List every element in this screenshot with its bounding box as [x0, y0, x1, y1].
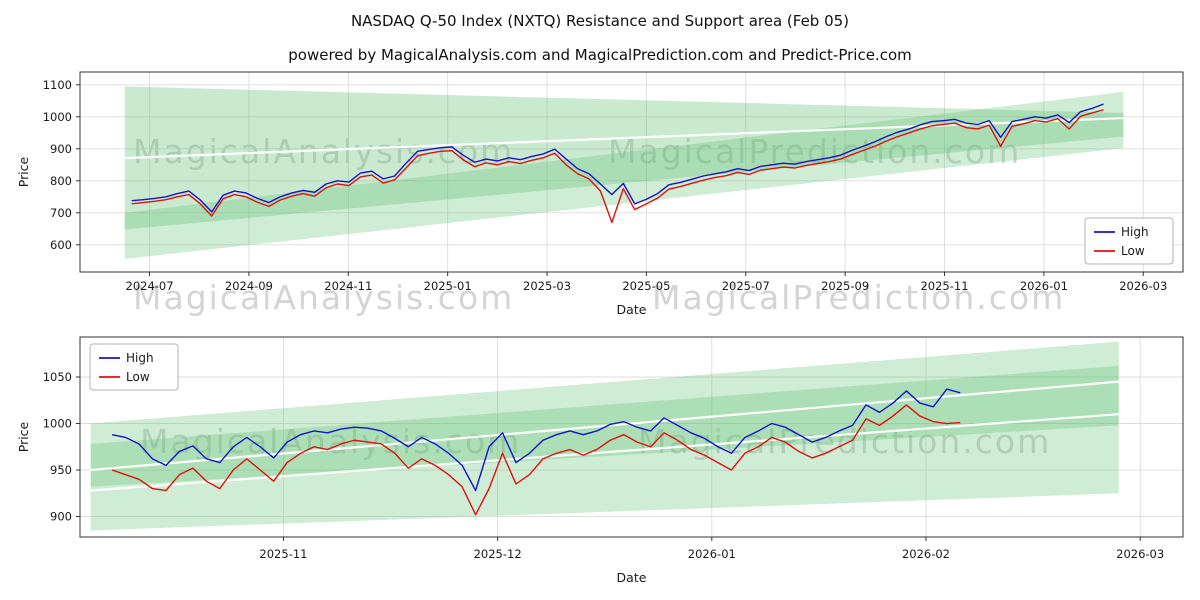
x-tick-label: 2026-01 [688, 547, 736, 561]
x-tick-label: 2025-09 [821, 279, 869, 293]
y-tick-label: 1000 [43, 417, 72, 431]
x-tick-label: 2024-07 [126, 279, 174, 293]
figure-title: NASDAQ Q-50 Index (NXTQ) Resistance and … [350, 12, 850, 30]
trend-midline [90, 413, 1119, 492]
subplot-0: 2024-07 2024-09 2024-11 2025-01 2025-03 2025-… [16, 71, 1184, 317]
x-tick-label: 2025-03 [523, 279, 571, 293]
support-resistance-band [90, 341, 1119, 531]
x-axis-label: Date [617, 302, 647, 317]
tick-marks [76, 376, 1141, 541]
y-tick-label: 700 [50, 206, 72, 220]
subplot-1: 2025-11 2025-12 2026-01 2026-02 2026-03 900 95… [16, 336, 1184, 585]
y-tick-label: 800 [50, 174, 72, 188]
x-tick-label: 2025-11 [259, 547, 307, 561]
y-axis-label: Price [16, 156, 31, 187]
series-high [131, 103, 1104, 213]
x-axis-label: Date [617, 570, 647, 585]
x-tick-label: 2024-11 [324, 279, 372, 293]
x-tick-label: 2025-07 [722, 279, 770, 293]
y-tick-label: 950 [50, 463, 72, 477]
support-resistance-band [124, 91, 1124, 259]
x-tick-label: 2025-11 [920, 279, 968, 293]
legend-label-high: High [126, 351, 154, 365]
legend-box [1084, 217, 1174, 265]
legend-label-high: High [1121, 225, 1149, 239]
y-tick-label: 1050 [43, 370, 72, 384]
axes-frame [79, 336, 1184, 538]
series-low [111, 404, 961, 516]
series-high [111, 388, 961, 492]
figure-subtitle: powered by MagicalAnalysis.com and Magic… [288, 46, 912, 64]
legend-label-low: Low [126, 370, 150, 384]
x-tick-label: 2024-09 [225, 279, 273, 293]
axes-frame [79, 71, 1184, 273]
support-resistance-band [124, 86, 1124, 230]
y-tick-label: 1100 [43, 78, 72, 92]
x-tick-label: 2026-03 [1119, 279, 1167, 293]
tick-marks [76, 84, 1144, 276]
legend-label-low: Low [1121, 244, 1145, 258]
x-tick-label: 2026-03 [1116, 547, 1164, 561]
y-axis-label: Price [16, 421, 31, 452]
legend-box [89, 343, 179, 391]
series-low [131, 109, 1104, 224]
y-tick-label: 900 [50, 142, 72, 156]
x-tick-label: 2026-01 [1020, 279, 1068, 293]
trend-midline [90, 380, 1119, 472]
y-tick-label: 600 [50, 238, 72, 252]
x-tick-label: 2025-12 [474, 547, 522, 561]
x-tick-label: 2025-01 [424, 279, 472, 293]
x-tick-label: 2026-02 [902, 547, 950, 561]
x-tick-label: 2025-05 [622, 279, 670, 293]
y-tick-label: 900 [50, 510, 72, 524]
y-tick-label: 1000 [43, 110, 72, 124]
